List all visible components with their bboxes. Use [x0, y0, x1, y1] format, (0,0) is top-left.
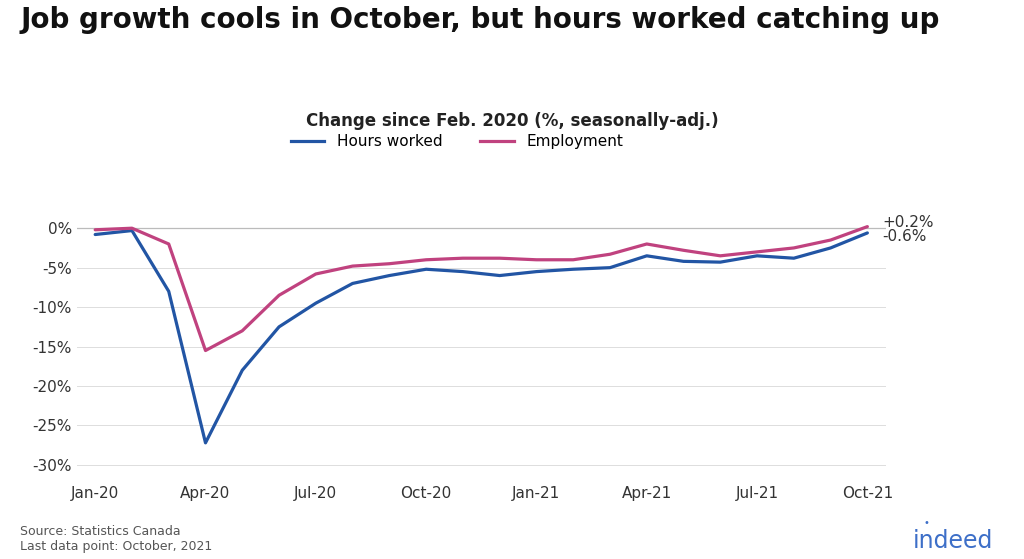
Text: -0.6%: -0.6% [882, 229, 927, 244]
Text: indeed: indeed [913, 529, 993, 553]
Text: •: • [924, 518, 930, 528]
Text: Change since Feb. 2020 (%, seasonally-adj.): Change since Feb. 2020 (%, seasonally-ad… [306, 112, 718, 130]
Text: Source: Statistics Canada
Last data point: October, 2021: Source: Statistics Canada Last data poin… [20, 525, 213, 553]
Text: +0.2%: +0.2% [882, 215, 934, 230]
Legend: Hours worked, Employment: Hours worked, Employment [291, 134, 624, 149]
Text: Job growth cools in October, but hours worked catching up: Job growth cools in October, but hours w… [20, 6, 940, 34]
